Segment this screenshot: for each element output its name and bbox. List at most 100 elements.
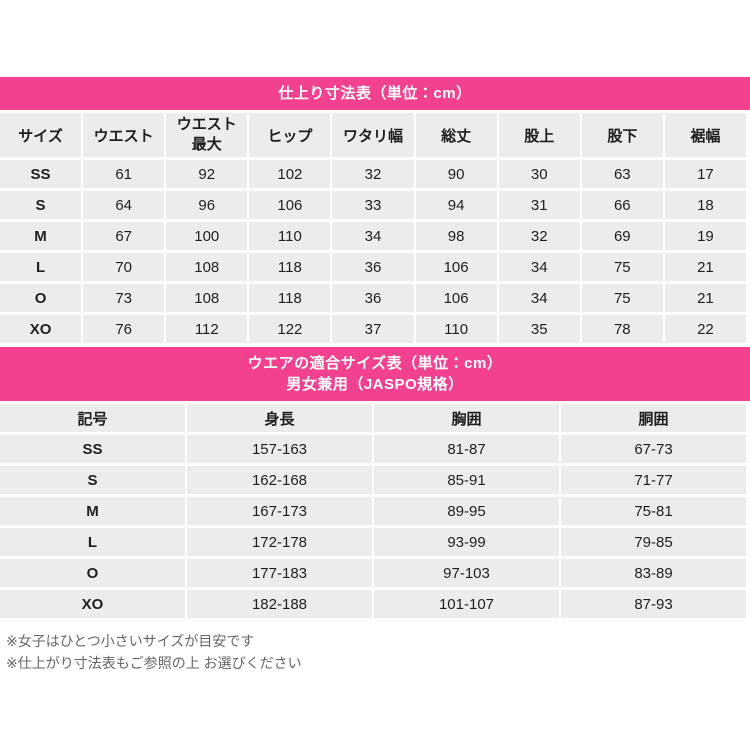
column-header: 裾幅 [664,113,746,157]
measurement-cell: 75 [581,253,663,281]
measurement-cell: 19 [664,222,746,250]
table-row: SS 61 92 102 32 90 30 63 17 [0,160,746,188]
table-row: XO 76 112 122 37 110 35 78 22 [0,315,746,343]
measurement-cell: 102 [249,160,331,188]
measurement-cell: 78 [581,315,663,343]
measurement-cell: 36 [332,284,414,312]
size-label: SS [0,160,82,188]
table-row: O 73 108 118 36 106 34 75 21 [0,284,746,312]
column-header-label: 総丈 [441,127,472,145]
measurement-cell: 167-173 [187,497,372,525]
column-header: ウエスト最大 [166,113,248,157]
footnotes: ※女子はひとつ小さいサイズが目安です ※仕上がり寸法表もご参照の上 お選びくださ… [6,630,750,674]
column-header-label: 股下 [607,127,638,145]
measurement-cell: 106 [415,284,497,312]
fit-size-header: 記号 身長 胸囲 胴囲 [0,404,746,432]
measurement-cell: 106 [415,253,497,281]
measurement-cell: 34 [498,253,580,281]
measurement-cell: 63 [581,160,663,188]
measurement-cell: 118 [249,253,331,281]
measurement-cell: 90 [415,160,497,188]
measurement-cell: 112 [166,315,248,343]
size-label: L [0,528,185,556]
measurement-cell: 17 [664,160,746,188]
table-row: L 172-178 93-99 79-85 [0,528,746,556]
column-header-label: ワタリ幅 [342,127,403,145]
size-label: O [0,284,82,312]
size-label: S [0,466,185,494]
column-header-label: 裾幅 [690,127,721,145]
column-header-label: 身長 [264,410,295,428]
measurement-cell: 79-85 [561,528,746,556]
column-header-label: 股上 [524,127,555,145]
measurement-cell: 85-91 [374,466,559,494]
measurement-cell: 182-188 [187,590,372,618]
column-header-label: 記号 [77,410,108,428]
measurement-cell: 35 [498,315,580,343]
measurement-cell: 22 [664,315,746,343]
measurement-cell: 70 [83,253,165,281]
header-row: 記号 身長 胸囲 胴囲 [0,404,746,432]
header-row: サイズ ウエスト ウエスト最大 ヒップ ワタリ幅 総丈 股上 股下 裾幅 [0,113,746,157]
measurement-cell: 110 [415,315,497,343]
measurement-cell: 61 [83,160,165,188]
measurement-cell: 75-81 [561,497,746,525]
measurement-cell: 64 [83,191,165,219]
measurement-cell: 66 [581,191,663,219]
column-header: ヒップ [249,113,331,157]
measurement-cell: 75 [581,284,663,312]
column-header: 胴囲 [561,404,746,432]
measurement-cell: 34 [332,222,414,250]
table-row: M 67 100 110 34 98 32 69 19 [0,222,746,250]
measurement-cell: 32 [332,160,414,188]
fit-size-title-bar: ウエアの適合サイズ表（単位：cm） 男女兼用（JASPO規格） [0,347,750,401]
column-header: 胸囲 [374,404,559,432]
measurement-cell: 36 [332,253,414,281]
measurement-cell: 32 [498,222,580,250]
size-label: M [0,497,185,525]
measurement-cell: 37 [332,315,414,343]
table-row: XO 182-188 101-107 87-93 [0,590,746,618]
table-row: S 64 96 106 33 94 31 66 18 [0,191,746,219]
measurement-cell: 93-99 [374,528,559,556]
finished-dimensions-table: サイズ ウエスト ウエスト最大 ヒップ ワタリ幅 総丈 股上 股下 裾幅 SS 61 92 102 32… [0,110,748,346]
measurement-cell: 18 [664,191,746,219]
column-header: 股下 [581,113,663,157]
measurement-cell: 96 [166,191,248,219]
column-header: サイズ [0,113,82,157]
measurement-cell: 108 [166,284,248,312]
measurement-cell: 31 [498,191,580,219]
column-header: ワタリ幅 [332,113,414,157]
measurement-cell: 87-93 [561,590,746,618]
measurement-cell: 89-95 [374,497,559,525]
fit-size-title-line1: ウエアの適合サイズ表（単位：cm） [247,355,503,372]
column-header: 総丈 [415,113,497,157]
column-header: 身長 [187,404,372,432]
table-row: M 167-173 89-95 75-81 [0,497,746,525]
note-line: ※女子はひとつ小さいサイズが目安です [6,633,255,649]
note-line: ※仕上がり寸法表もご参照の上 お選びください [6,655,302,671]
measurement-cell: 69 [581,222,663,250]
column-header-label: ウエスト [93,127,154,145]
measurement-cell: 172-178 [187,528,372,556]
column-header-label: 胸囲 [451,410,482,428]
measurement-cell: 98 [415,222,497,250]
measurement-cell: 94 [415,191,497,219]
column-header: 股上 [498,113,580,157]
size-label: SS [0,435,185,463]
measurement-cell: 92 [166,160,248,188]
measurement-cell: 34 [498,284,580,312]
size-label: L [0,253,82,281]
measurement-cell: 101-107 [374,590,559,618]
size-label: XO [0,590,185,618]
column-header-label: サイズ [18,127,63,145]
column-header-label: ウエスト最大 [176,116,237,153]
finished-dimensions-body: SS 61 92 102 32 90 30 63 17 S 64 96 106 33 94 31 66 18 M 67… [0,160,746,343]
column-header-label: ヒップ [267,127,313,145]
measurement-cell: 21 [664,284,746,312]
measurement-cell: 177-183 [187,559,372,587]
measurement-cell: 110 [249,222,331,250]
measurement-cell: 73 [83,284,165,312]
size-label: S [0,191,82,219]
measurement-cell: 118 [249,284,331,312]
